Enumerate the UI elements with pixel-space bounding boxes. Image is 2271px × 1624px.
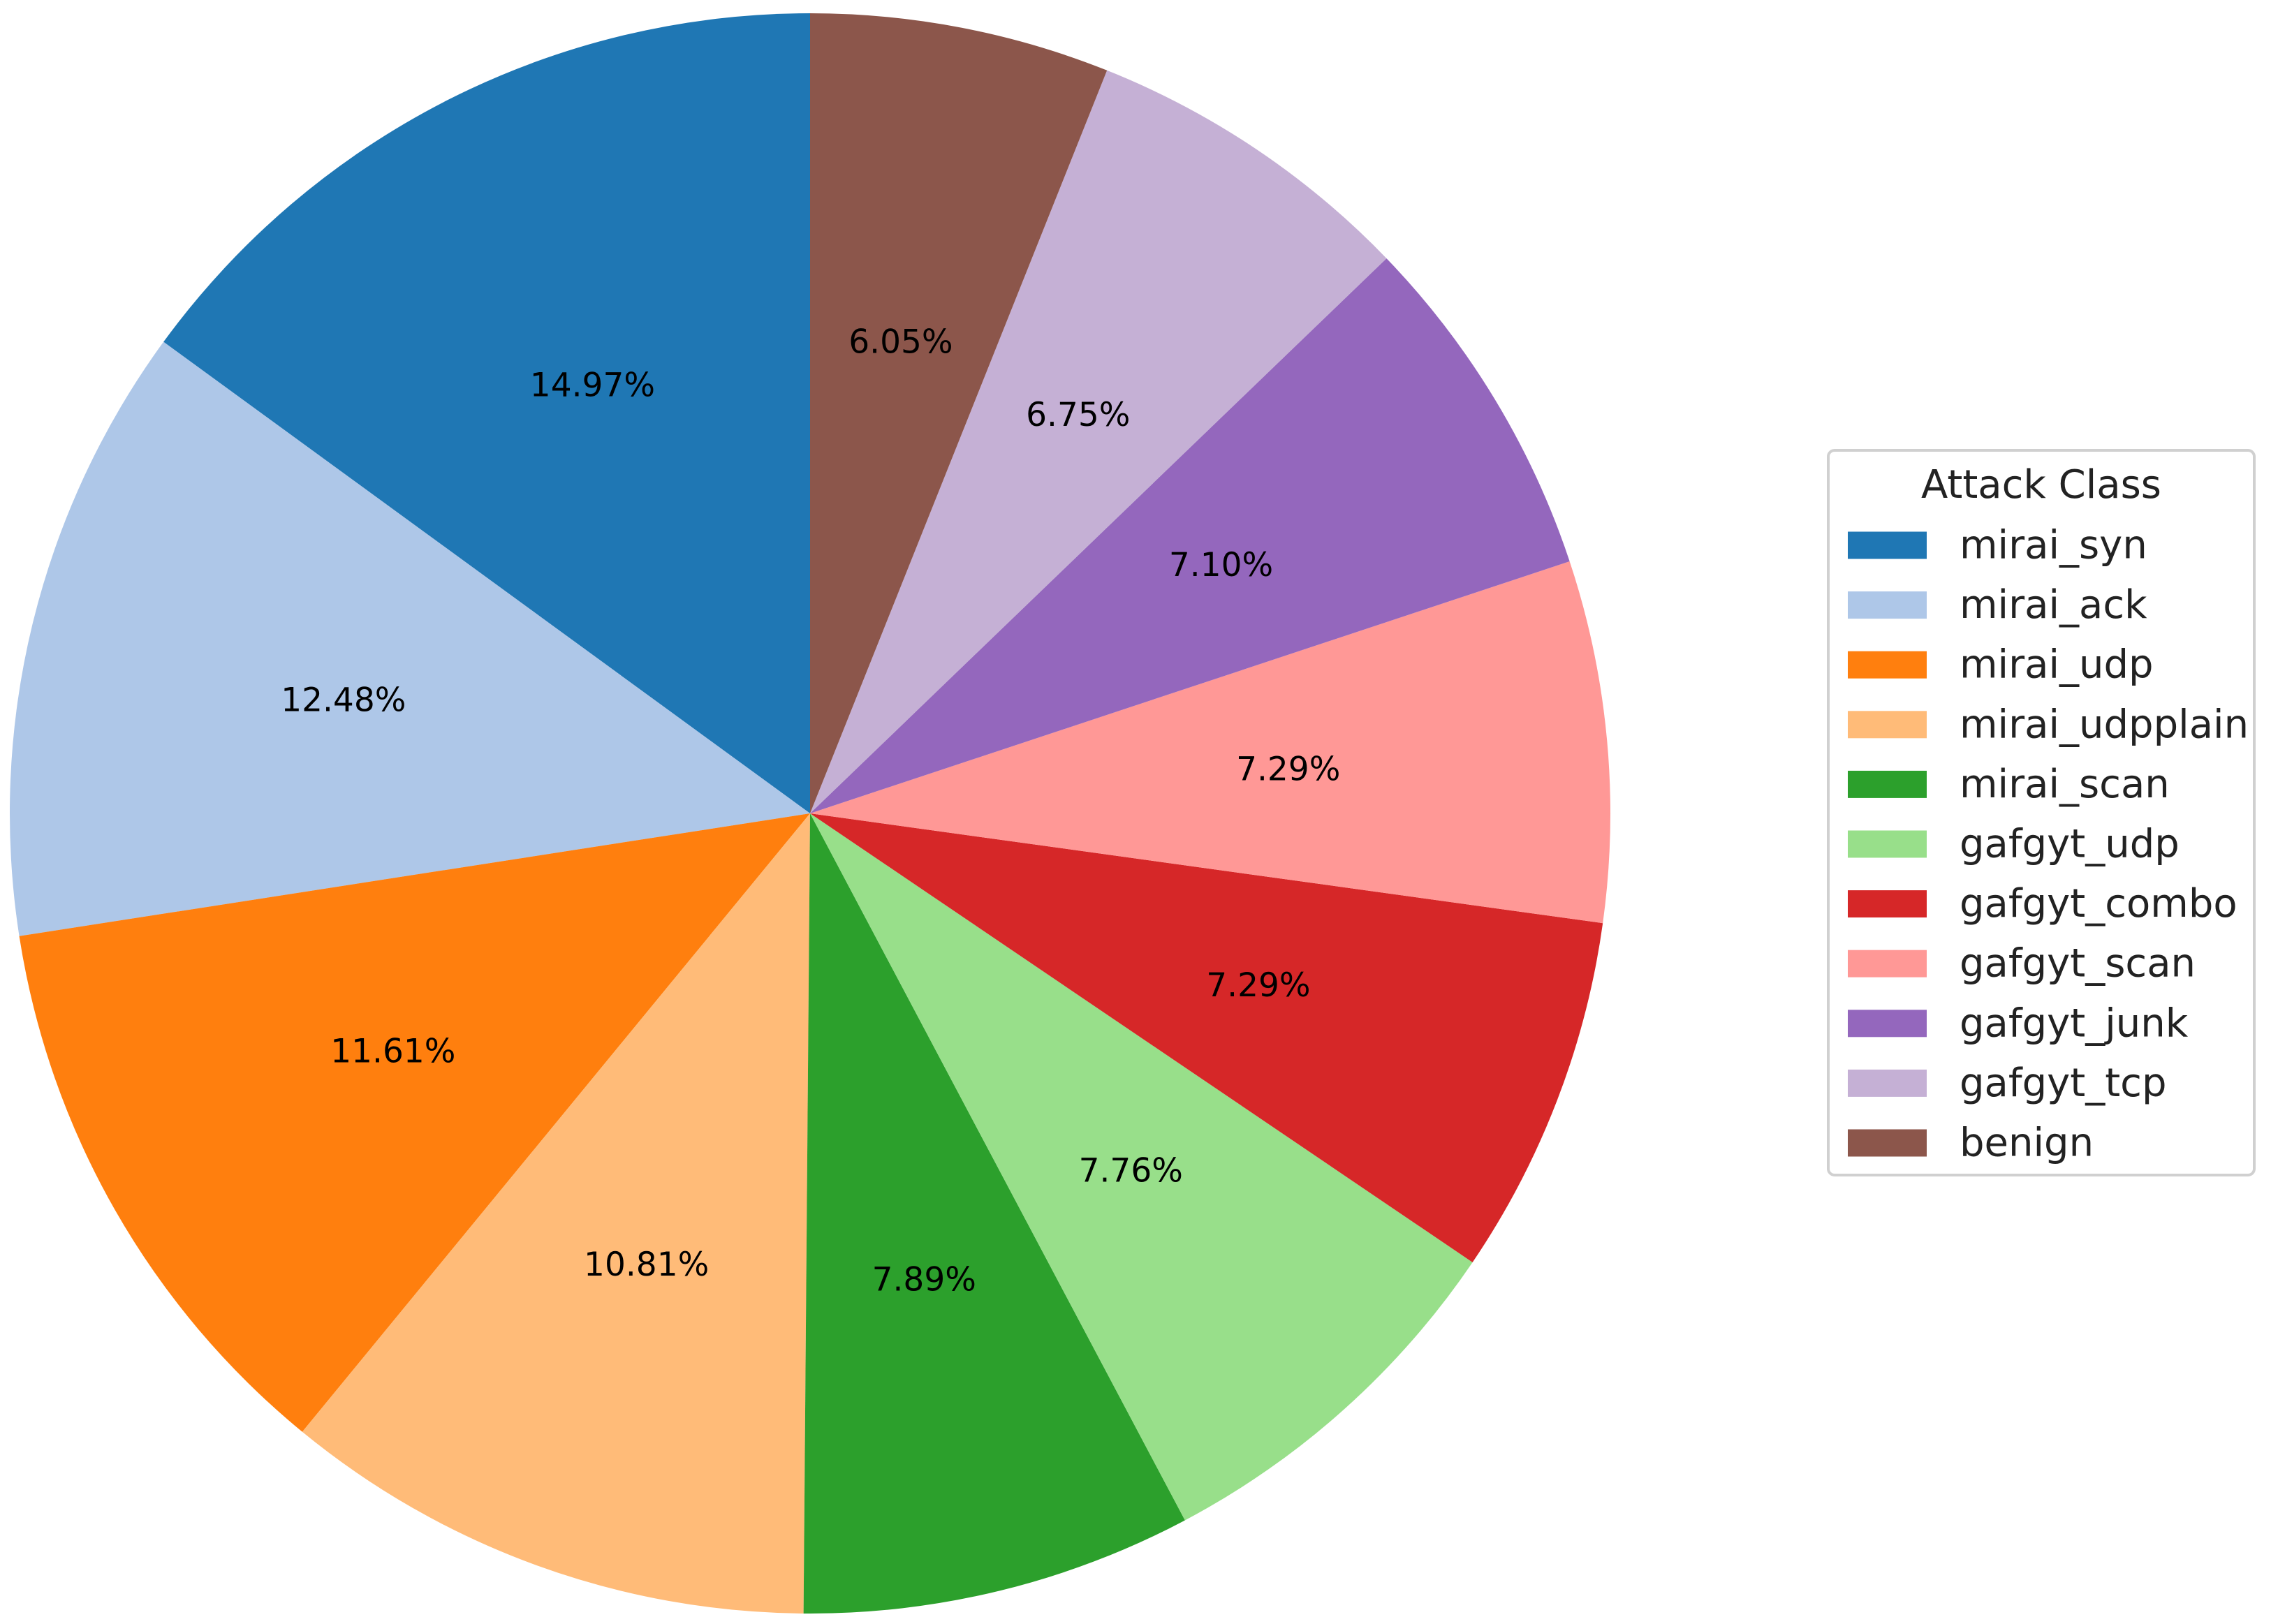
- slice-label-benign: 6.05%: [848, 323, 953, 361]
- legend-label-gafgyt-udp: gafgyt_udp: [1960, 822, 2180, 867]
- legend-swatch-mirai-syn: [1848, 531, 1927, 559]
- legend-label-mirai-ack: mirai_ack: [1960, 582, 2147, 628]
- pie-slice-gafgyt-tcp: [810, 70, 1387, 813]
- slice-label-gafgyt-combo: 7.29%: [1206, 966, 1310, 1005]
- pie-slice-gafgyt-combo: [810, 813, 1603, 1262]
- legend-swatch-mirai-scan: [1848, 770, 1927, 798]
- legend-swatch-gafgyt-tcp: [1848, 1069, 1927, 1097]
- legend-label-gafgyt-junk: gafgyt_junk: [1960, 1001, 2189, 1046]
- slice-label-gafgyt-udp: 7.76%: [1079, 1151, 1183, 1190]
- legend-swatch-gafgyt-udp: [1848, 830, 1927, 858]
- legend-title: Attack Class: [1921, 462, 2161, 508]
- pie-slice-labels: 14.97% 12.48% 11.61% 10.81% 7.89% 7.76% 7.29% 7…: [281, 323, 1340, 1299]
- legend-items: mirai_syn mirai_ack mirai_udp mirai_udpplai…: [1848, 523, 2249, 1166]
- legend-label-gafgyt-combo: gafgyt_combo: [1960, 881, 2237, 927]
- slice-label-mirai-udpplain: 10.81%: [584, 1246, 709, 1284]
- pie-slices: [9, 13, 1610, 1614]
- pie-slice-mirai-udpplain: [302, 813, 811, 1614]
- slice-label-mirai-scan: 7.89%: [872, 1260, 976, 1299]
- legend-swatch-gafgyt-scan: [1848, 950, 1927, 977]
- slice-label-mirai-udp: 11.61%: [330, 1032, 455, 1070]
- legend-label-mirai-udp: mirai_udp: [1960, 642, 2154, 688]
- legend-swatch-mirai-udp: [1848, 651, 1927, 679]
- legend-label-gafgyt-scan: gafgyt_scan: [1960, 941, 2196, 987]
- slice-label-gafgyt-tcp: 6.75%: [1026, 396, 1130, 434]
- pie-slice-mirai-udp: [19, 813, 810, 1432]
- legend-frame: [1827, 449, 2256, 1176]
- pie-slice-gafgyt-udp: [810, 813, 1473, 1521]
- legend: Attack Class mirai_syn mirai_ack mirai_udp…: [1827, 449, 2256, 1176]
- pie-slice-mirai-syn: [163, 13, 810, 813]
- pie-slice-benign: [810, 13, 1108, 813]
- legend-label-gafgyt-tcp: gafgyt_tcp: [1960, 1061, 2167, 1106]
- legend-swatch-benign: [1848, 1129, 1927, 1157]
- pie-slice-mirai-scan: [803, 813, 1185, 1614]
- legend-swatch-mirai-ack: [1848, 591, 1927, 619]
- legend-swatch-mirai-udpplain: [1848, 711, 1927, 739]
- pie-slice-mirai-ack: [9, 341, 810, 936]
- legend-label-mirai-syn: mirai_syn: [1960, 523, 2147, 568]
- slice-label-gafgyt-scan: 7.29%: [1236, 751, 1340, 789]
- slice-label-mirai-ack: 12.48%: [281, 681, 406, 719]
- legend-label-mirai-scan: mirai_scan: [1960, 762, 2170, 807]
- slice-label-mirai-syn: 14.97%: [530, 367, 655, 405]
- pie-slice-gafgyt-scan: [810, 561, 1610, 924]
- legend-label-mirai-udpplain: mirai_udpplain: [1960, 702, 2249, 747]
- slice-label-gafgyt-junk: 7.10%: [1169, 546, 1273, 584]
- pie-slice-gafgyt-junk: [810, 258, 1570, 813]
- legend-swatch-gafgyt-junk: [1848, 1010, 1927, 1038]
- legend-label-benign: benign: [1960, 1121, 2094, 1166]
- legend-swatch-gafgyt-combo: [1848, 890, 1927, 918]
